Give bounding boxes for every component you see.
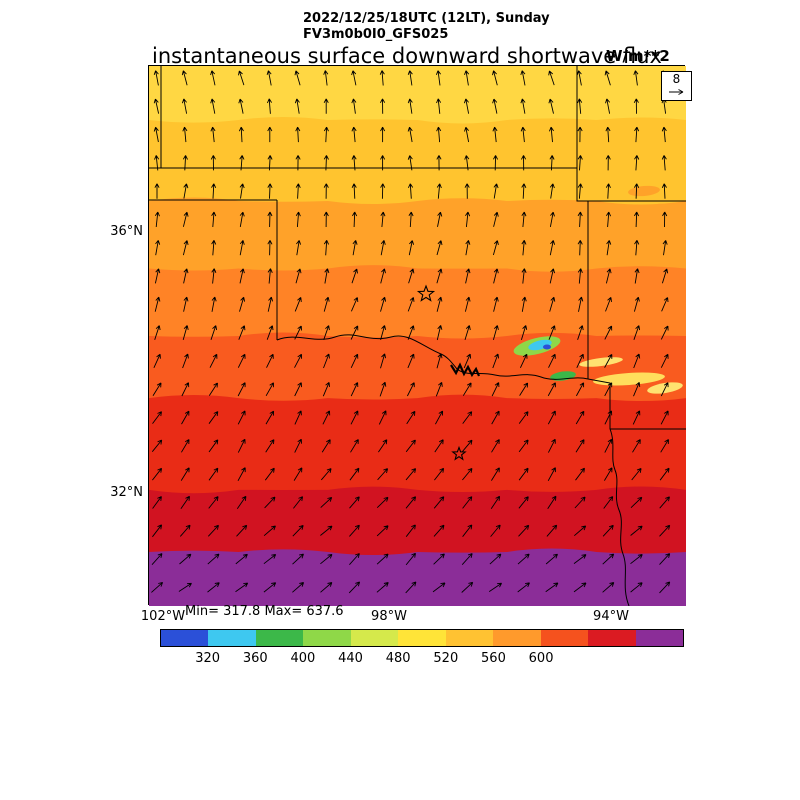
flux-band	[149, 548, 686, 606]
border-tx-la	[609, 428, 630, 606]
wind-arrows	[151, 70, 671, 594]
reference-vector-box: 8	[661, 71, 692, 101]
star-marker	[416, 284, 436, 302]
cloud-features	[513, 185, 683, 394]
colorbar-segment	[255, 630, 304, 646]
cloud-patch	[608, 213, 634, 223]
state-borders	[149, 66, 686, 606]
lat-tick-label: 36°N	[110, 224, 143, 239]
colorbar-tick: 360	[242, 651, 268, 666]
cloud-patch	[593, 372, 665, 386]
colorbar-tick-labels: 320 360 400 440 480 520 560 600	[160, 651, 684, 667]
colorbar-tick: 560	[481, 651, 506, 666]
colorbar	[160, 629, 684, 647]
flux-map	[149, 66, 686, 606]
colorbar-tick: 440	[338, 651, 363, 666]
wind-arrow-field	[151, 70, 671, 594]
colorbar-segment	[493, 630, 541, 646]
colorbar-tick: 480	[385, 651, 411, 666]
run-datetime: 2022/12/25/18UTC (12LT), Sunday	[303, 11, 550, 26]
reference-vector-value: 8	[672, 72, 681, 86]
colorbar-segment	[208, 630, 256, 646]
city-markers	[416, 284, 467, 461]
border-red-river	[276, 334, 589, 380]
colorbar-tick: 520	[433, 651, 459, 666]
colorbar-segment	[588, 630, 636, 646]
colorbar-segment	[398, 630, 446, 646]
lon-tick-label: 94°W	[593, 609, 629, 624]
border-ok-mo	[576, 168, 588, 202]
colorbar-segment	[635, 630, 683, 646]
lon-tick-label: 98°W	[371, 609, 407, 624]
reference-arrow-icon	[669, 89, 684, 95]
cloud-patch	[579, 357, 623, 367]
plot-title: instantaneous surface downward shortwave…	[152, 44, 662, 68]
lon-tick-label: 102°W	[140, 609, 186, 624]
colorbar-tick: 600	[528, 651, 554, 666]
lat-tick-label: 32°N	[110, 485, 143, 500]
flux-field	[149, 66, 686, 606]
map-area	[148, 65, 686, 606]
cloud-patch	[653, 203, 675, 213]
star-marker	[451, 445, 467, 461]
colorbar-segment	[161, 630, 209, 646]
colorbar-segment	[445, 630, 494, 646]
colorbar-segment	[540, 630, 589, 646]
minmax-label: Min= 317.8 Max= 637.6	[185, 604, 344, 619]
river-meander-scribble	[450, 362, 481, 378]
colorbar-tick: 400	[290, 651, 316, 666]
colorbar-segment	[303, 630, 351, 646]
cloud-patch	[543, 344, 551, 350]
units-label: W/m**2	[606, 47, 670, 65]
colorbar-segment	[350, 630, 399, 646]
model-name: FV3m0b0I0_GFS025	[303, 27, 449, 42]
colorbar-tick: 320	[195, 651, 221, 666]
